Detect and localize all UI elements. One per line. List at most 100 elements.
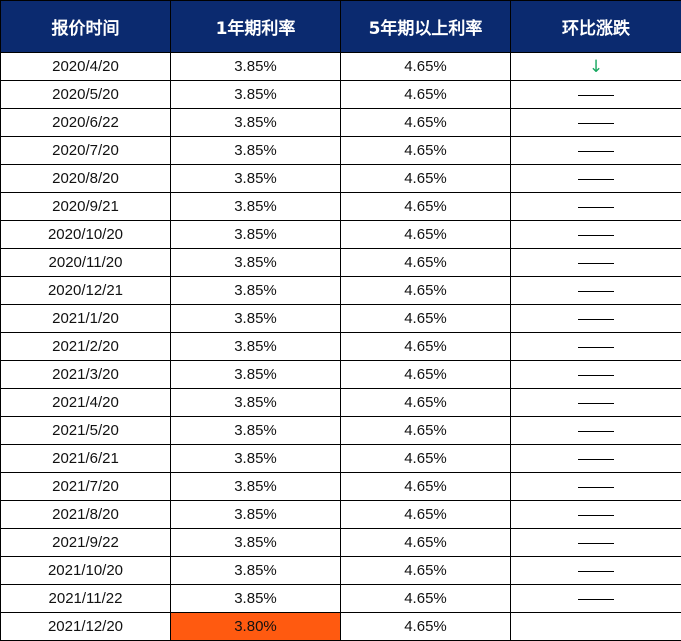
rate-5y-cell: 4.65%	[340, 80, 511, 109]
date-cell: 2021/8/20	[0, 500, 171, 529]
date-cell: 2021/9/22	[0, 528, 171, 557]
table-row: 2020/4/20 3.85% 4.65% ↓	[0, 52, 681, 81]
rate-5y-cell: 4.65%	[340, 472, 511, 501]
change-cell	[510, 220, 681, 249]
change-cell	[510, 556, 681, 585]
rate-5y-cell: 4.65%	[340, 584, 511, 613]
rate-1y-cell: 3.85%	[170, 444, 341, 473]
date-cell: 2020/4/20	[0, 52, 171, 81]
rate-5y-cell: 4.65%	[340, 360, 511, 389]
header-1y-rate: 1年期利率	[170, 0, 341, 53]
flat-dash-icon	[578, 514, 614, 516]
flat-dash-icon	[578, 318, 614, 320]
change-cell	[510, 248, 681, 277]
date-cell: 2020/10/20	[0, 220, 171, 249]
rate-5y-cell: 4.65%	[340, 220, 511, 249]
change-cell	[510, 360, 681, 389]
date-cell: 2021/11/22	[0, 584, 171, 613]
rate-1y-cell: 3.85%	[170, 220, 341, 249]
table-row: 2021/12/20 3.80% 4.65%	[0, 612, 681, 641]
flat-dash-icon	[578, 290, 614, 292]
header-date: 报价时间	[0, 0, 171, 53]
rate-5y-cell: 4.65%	[340, 192, 511, 221]
rate-5y-cell: 4.65%	[340, 612, 511, 641]
table-row: 2021/7/20 3.85% 4.65%	[0, 472, 681, 501]
date-cell: 2021/10/20	[0, 556, 171, 585]
flat-dash-icon	[578, 458, 614, 460]
flat-dash-icon	[578, 94, 614, 96]
date-cell: 2021/7/20	[0, 472, 171, 501]
table-row: 2020/12/21 3.85% 4.65%	[0, 276, 681, 305]
table-row: 2021/4/20 3.85% 4.65%	[0, 388, 681, 417]
rate-1y-cell: 3.85%	[170, 276, 341, 305]
table-row: 2021/11/22 3.85% 4.65%	[0, 584, 681, 613]
change-cell	[510, 276, 681, 305]
flat-dash-icon	[578, 206, 614, 208]
table-row: 2020/10/20 3.85% 4.65%	[0, 220, 681, 249]
date-cell: 2021/3/20	[0, 360, 171, 389]
rate-1y-cell: 3.85%	[170, 332, 341, 361]
date-cell: 2020/11/20	[0, 248, 171, 277]
rate-1y-cell: 3.85%	[170, 80, 341, 109]
rate-1y-cell: 3.85%	[170, 52, 341, 81]
change-cell: ↓	[510, 52, 681, 81]
date-cell: 2021/12/20	[0, 612, 171, 641]
rate-5y-cell: 4.65%	[340, 276, 511, 305]
header-5y-rate: 5年期以上利率	[340, 0, 511, 53]
rate-1y-cell: 3.85%	[170, 556, 341, 585]
date-cell: 2021/5/20	[0, 416, 171, 445]
table-row: 2020/7/20 3.85% 4.65%	[0, 136, 681, 165]
arrow-down-icon: ↓	[588, 56, 604, 77]
flat-dash-icon	[578, 430, 614, 432]
rate-5y-cell: 4.65%	[340, 444, 511, 473]
flat-dash-icon	[578, 122, 614, 124]
flat-dash-icon	[578, 178, 614, 180]
rate-5y-cell: 4.65%	[340, 136, 511, 165]
rate-1y-cell: 3.85%	[170, 108, 341, 137]
change-cell	[510, 472, 681, 501]
change-cell	[510, 388, 681, 417]
date-cell: 2020/6/22	[0, 108, 171, 137]
change-cell	[510, 416, 681, 445]
rate-1y-cell: 3.85%	[170, 360, 341, 389]
rate-1y-cell: 3.85%	[170, 136, 341, 165]
rate-1y-cell: 3.85%	[170, 164, 341, 193]
change-cell	[510, 612, 681, 641]
rate-5y-cell: 4.65%	[340, 388, 511, 417]
table-body: 2020/4/20 3.85% 4.65% ↓ 2020/5/20 3.85% 4.65% 2…	[0, 52, 681, 641]
table-row: 2021/5/20 3.85% 4.65%	[0, 416, 681, 445]
rate-1y-cell: 3.85%	[170, 500, 341, 529]
change-cell	[510, 332, 681, 361]
table-row: 2020/6/22 3.85% 4.65%	[0, 108, 681, 137]
rate-1y-cell: 3.85%	[170, 192, 341, 221]
change-cell	[510, 304, 681, 333]
table-row: 2020/8/20 3.85% 4.65%	[0, 164, 681, 193]
flat-dash-icon	[578, 346, 614, 348]
flat-dash-icon	[578, 486, 614, 488]
rate-5y-cell: 4.65%	[340, 556, 511, 585]
table-row: 2020/5/20 3.85% 4.65%	[0, 80, 681, 109]
header-change: 环比涨跌	[510, 0, 681, 53]
flat-dash-icon	[578, 542, 614, 544]
rate-1y-cell: 3.85%	[170, 248, 341, 277]
table-row: 2021/2/20 3.85% 4.65%	[0, 332, 681, 361]
change-cell	[510, 164, 681, 193]
flat-dash-icon	[578, 374, 614, 376]
date-cell: 2020/7/20	[0, 136, 171, 165]
rate-1y-cell: 3.80%	[170, 612, 341, 641]
rate-5y-cell: 4.65%	[340, 108, 511, 137]
table-row: 2020/9/21 3.85% 4.65%	[0, 192, 681, 221]
change-cell	[510, 444, 681, 473]
change-cell	[510, 192, 681, 221]
change-cell	[510, 528, 681, 557]
rate-5y-cell: 4.65%	[340, 304, 511, 333]
table-row: 2021/9/22 3.85% 4.65%	[0, 528, 681, 557]
date-cell: 2020/9/21	[0, 192, 171, 221]
rate-1y-cell: 3.85%	[170, 304, 341, 333]
change-cell	[510, 80, 681, 109]
change-cell	[510, 108, 681, 137]
date-cell: 2021/6/21	[0, 444, 171, 473]
flat-dash-icon	[578, 402, 614, 404]
change-cell	[510, 500, 681, 529]
